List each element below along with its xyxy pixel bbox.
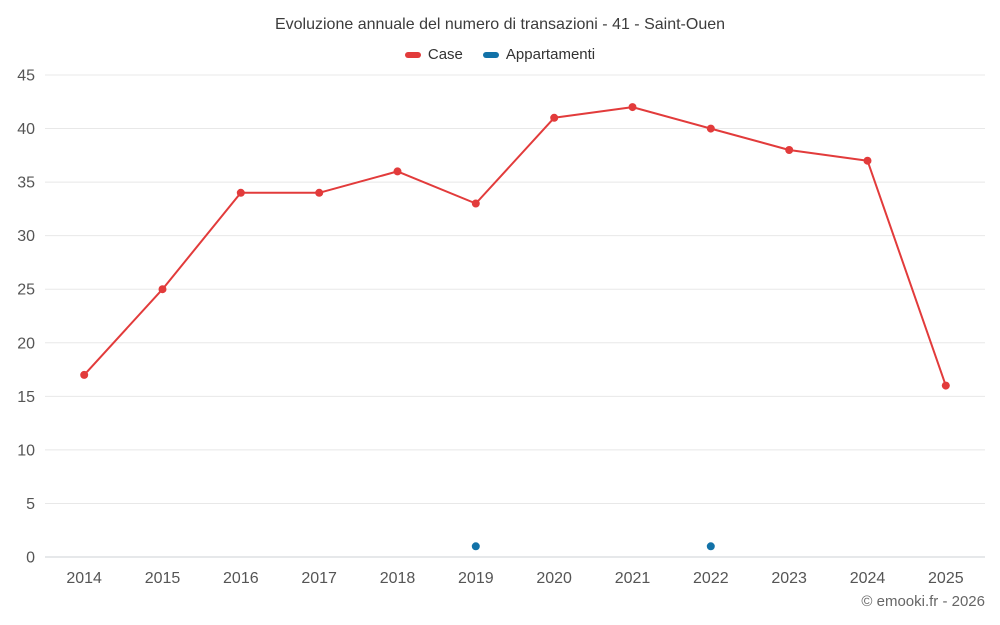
x-tick-label: 2020 [536, 570, 572, 587]
data-point-case [941, 381, 950, 390]
y-tick-label: 25 [17, 282, 35, 299]
legend-label: Appartamenti [505, 46, 596, 63]
x-tick-label: 2015 [145, 570, 181, 587]
data-point-case [471, 199, 480, 208]
y-tick-label: 5 [26, 496, 35, 513]
x-tick-label: 2021 [615, 570, 651, 587]
y-tick-label: 20 [17, 335, 35, 352]
legend-item-appartamenti[interactable]: Appartamenti [482, 46, 596, 63]
legend: Case Appartamenti [0, 46, 1000, 63]
legend-swatch [482, 51, 499, 58]
legend-swatch [404, 51, 421, 58]
legend-item-case[interactable]: Case [404, 46, 463, 63]
y-tick-label: 40 [17, 121, 35, 138]
x-tick-label: 2022 [693, 570, 729, 587]
data-point-case [236, 188, 245, 197]
data-point-case [393, 167, 402, 176]
y-tick-label: 10 [17, 442, 35, 459]
data-point-case [315, 188, 324, 197]
x-tick-label: 2019 [458, 570, 494, 587]
data-point-appartamenti [471, 542, 480, 551]
series-line-case [83, 106, 947, 387]
x-tick-label: 2016 [223, 570, 259, 587]
chart-title: Evoluzione annuale del numero di transaz… [274, 16, 726, 33]
data-point-case [706, 124, 715, 133]
x-tick-label: 2017 [301, 570, 337, 587]
data-point-case [550, 113, 559, 122]
data-point-appartamenti [706, 542, 715, 551]
x-tick-label: 2023 [771, 570, 807, 587]
y-tick-label: 30 [17, 228, 35, 245]
data-point-case [863, 156, 872, 165]
legend-label: Case [427, 46, 463, 63]
data-point-case [628, 103, 637, 112]
y-tick-label: 0 [26, 550, 35, 567]
x-tick-label: 2014 [66, 570, 102, 587]
data-point-case [80, 370, 89, 379]
data-point-case [785, 146, 794, 154]
y-tick-label: 15 [17, 389, 35, 406]
data-point-case [158, 285, 167, 294]
x-tick-label: 2025 [928, 570, 964, 587]
x-tick-label: 2018 [380, 570, 416, 587]
x-tick-label: 2024 [850, 570, 886, 587]
credits: © emooki.fr - 2026 [861, 593, 985, 610]
y-tick-label: 45 [17, 68, 35, 85]
y-tick-label: 35 [17, 175, 35, 192]
